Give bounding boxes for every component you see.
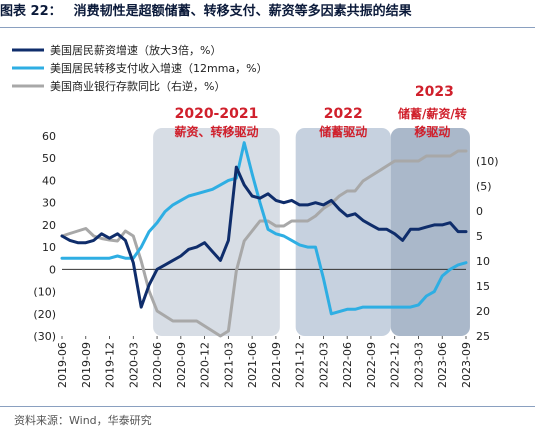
x-tick-label: 2019-12 [104, 342, 117, 388]
x-tick-label: 2022-06 [341, 342, 354, 388]
shaded-period-2 [295, 128, 391, 336]
period-sub-label-3-b: 移驱动 [414, 124, 450, 139]
source-note: 资料来源：Wind，华泰研究 [14, 414, 152, 427]
x-tick-label: 2021-03 [222, 342, 235, 388]
x-tick-label: 2020-06 [151, 342, 164, 388]
x-tick-label: 2019-06 [56, 342, 69, 388]
right-tick-label: 0 [476, 205, 483, 218]
left-tick-label: (20) [33, 308, 56, 321]
x-tick-label: 2022-12 [389, 342, 402, 388]
right-tick-label: 10 [476, 255, 490, 268]
top-rule [0, 27, 535, 28]
x-tick-label: 2020-12 [199, 342, 212, 388]
left-tick-label: 10 [42, 241, 56, 254]
x-tick-label: 2019-09 [80, 342, 93, 388]
x-tick-label: 2023-03 [412, 342, 425, 388]
x-tick-label: 2023-09 [460, 342, 473, 388]
line-chart: 60 50 40 30 20 10 0 (10) (20) (30) (10) (5) 0 5 10 15 20… [12, 43, 499, 388]
x-tick-label: 2020-09 [175, 342, 188, 388]
series-line-1 [60, 165, 468, 309]
x-tick-label: 2021-12 [294, 342, 307, 388]
right-tick-label: 15 [476, 280, 490, 293]
series-lines [60, 141, 468, 338]
x-tick-label: 2022-03 [317, 342, 330, 388]
left-tick-label: (30) [33, 330, 56, 343]
legend: 美国居民薪资增速（放大3倍，%） 美国居民转移支付收入增速（12mma，%） 美国商… [12, 43, 268, 93]
period-year-label-2: 2022 [324, 106, 363, 122]
bottom-rule [0, 406, 535, 407]
axes: 60 50 40 30 20 10 0 (10) (20) (30) (10) (5) 0 5 10 15 20… [33, 130, 498, 388]
right-tick-label: (5) [476, 180, 492, 193]
right-tick-label: 5 [476, 230, 483, 243]
left-tick-label: 0 [49, 263, 56, 276]
x-tick-label: 2020-03 [127, 342, 140, 388]
left-tick-label: (10) [33, 286, 56, 299]
right-tick-label: (10) [476, 155, 499, 168]
left-tick-label: 60 [42, 130, 56, 143]
figure-title: 图表 22： 消费韧性是超额储蓄、转移支付、薪资等多因素共振的结果 [0, 0, 535, 24]
period-sub-label-1: 薪资、转移驱动 [174, 124, 258, 139]
shaded-period-3 [390, 128, 470, 336]
shaded-period-1 [153, 128, 280, 336]
shaded-periods [153, 128, 470, 336]
left-tick-label: 30 [42, 197, 56, 210]
period-year-label-3: 2023 [415, 84, 454, 100]
figure-title-text: 消费韧性是超额储蓄、转移支付、薪资等多因素共振的结果 [73, 4, 412, 19]
figure-number: 图表 22： [0, 4, 62, 19]
right-tick-label: 25 [476, 330, 490, 343]
right-tick-label: 20 [476, 305, 490, 318]
x-tick-label: 2021-09 [270, 342, 283, 388]
x-tick-label: 2021-06 [246, 342, 259, 388]
period-annotations: 2020-2021 薪资、转移驱动 2022 储蓄驱动 2023 储蓄/薪资/转移驱动 [174, 84, 466, 139]
left-tick-label: 40 [42, 174, 56, 187]
period-sub-label-2: 储蓄驱动 [319, 124, 367, 139]
legend-label-2: 美国居民转移支付收入增速（12mma，%） [50, 61, 268, 75]
period-sub-label-3-a: 储蓄/薪资/转 [398, 106, 467, 121]
left-tick-label: 20 [42, 219, 56, 232]
legend-label-3: 美国商业银行存款同比（右逆，%） [50, 79, 225, 93]
legend-label-1: 美国居民薪资增速（放大3倍，%） [50, 43, 221, 57]
left-tick-label: 50 [42, 152, 56, 165]
x-tick-label: 2022-09 [365, 342, 378, 388]
period-year-label-1: 2020-2021 [175, 106, 259, 122]
series-line-2 [60, 141, 468, 316]
x-tick-label: 2023-06 [436, 342, 449, 388]
